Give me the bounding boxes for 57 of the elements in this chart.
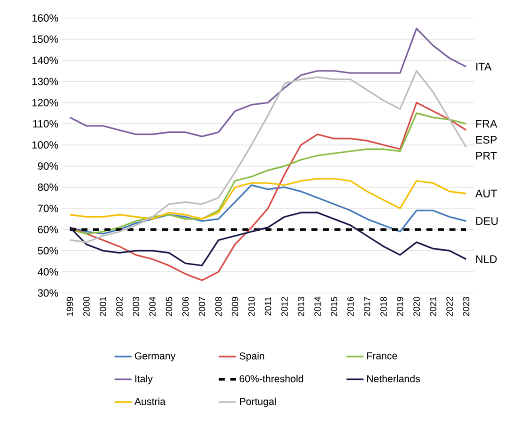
x-tick-label: 2004 (149, 296, 156, 316)
y-tick-label: 150% (32, 35, 58, 43)
x-tick-label: 2019 (396, 296, 404, 316)
x-tick-label: 2020 (413, 296, 420, 316)
y-tick-label: 160% (32, 14, 58, 22)
x-tick-label: 2000 (83, 296, 90, 316)
annotation: ITA (476, 62, 492, 70)
line-series (69, 70, 467, 244)
x-tick-label: 1999 (66, 296, 74, 316)
x-tick-label: 2015 (330, 296, 338, 316)
x-tick-label: 2021 (430, 296, 436, 316)
legend-label: Netherlands (367, 374, 420, 382)
x-tick-label: 2008 (215, 296, 222, 316)
x-tick-label: 2011 (264, 296, 272, 316)
annotation: PRT (476, 152, 497, 160)
annotation: AUT (475, 190, 498, 198)
y-tick-label: 80% (38, 184, 58, 191)
x-tick-label: 2010 (248, 296, 255, 316)
y-tick-label: 130% (32, 78, 58, 86)
line-series (69, 212, 467, 266)
x-tick-label: 2023 (462, 296, 470, 316)
legend-label: Germany (134, 352, 176, 362)
x-tick-label: 2014 (314, 296, 321, 316)
x-tick-label: 2017 (364, 296, 370, 316)
legend-label: Italy (135, 374, 153, 384)
x-tick-label: 2009 (232, 296, 238, 316)
x-tick-label: 2001 (100, 296, 106, 316)
y-tick-label: 30% (38, 289, 58, 297)
x-tick-label: 2013 (298, 296, 304, 316)
x-tick-label: 2007 (198, 296, 206, 316)
x-tick-label: 2022 (446, 296, 453, 316)
legend-label: Austria (134, 398, 166, 406)
y-tick-label: 60% (38, 226, 58, 234)
legend-label: Portugal (240, 398, 276, 407)
x-tick-label: 2005 (166, 296, 172, 316)
y-tick-label: 100% (32, 141, 58, 149)
annotation: FRA (476, 120, 498, 128)
x-tick-label: 2002 (116, 296, 123, 316)
y-tick-label: 40% (38, 268, 58, 276)
x-tick-label: 2012 (281, 296, 288, 316)
y-tick-label: 90% (38, 162, 58, 170)
annotation: NLD (476, 255, 497, 263)
y-tick-label: 120% (32, 98, 58, 106)
x-tick-label: 2003 (132, 296, 140, 316)
annotation: DEU (476, 217, 498, 225)
legend-label: Spain (240, 352, 264, 362)
y-tick-label: 50% (38, 246, 58, 254)
legend-label: France (367, 352, 398, 360)
x-tick-label: 2016 (347, 296, 354, 316)
x-tick-label: 2018 (380, 296, 387, 316)
y-tick-label: 70% (38, 204, 58, 212)
line-series (69, 112, 467, 235)
annotation: ESP (476, 136, 497, 144)
x-tick-label: 2006 (182, 296, 189, 316)
legend-label: 60%-threshold (240, 374, 304, 382)
y-tick-label: 110% (33, 120, 58, 128)
y-tick-label: 140% (32, 56, 58, 64)
